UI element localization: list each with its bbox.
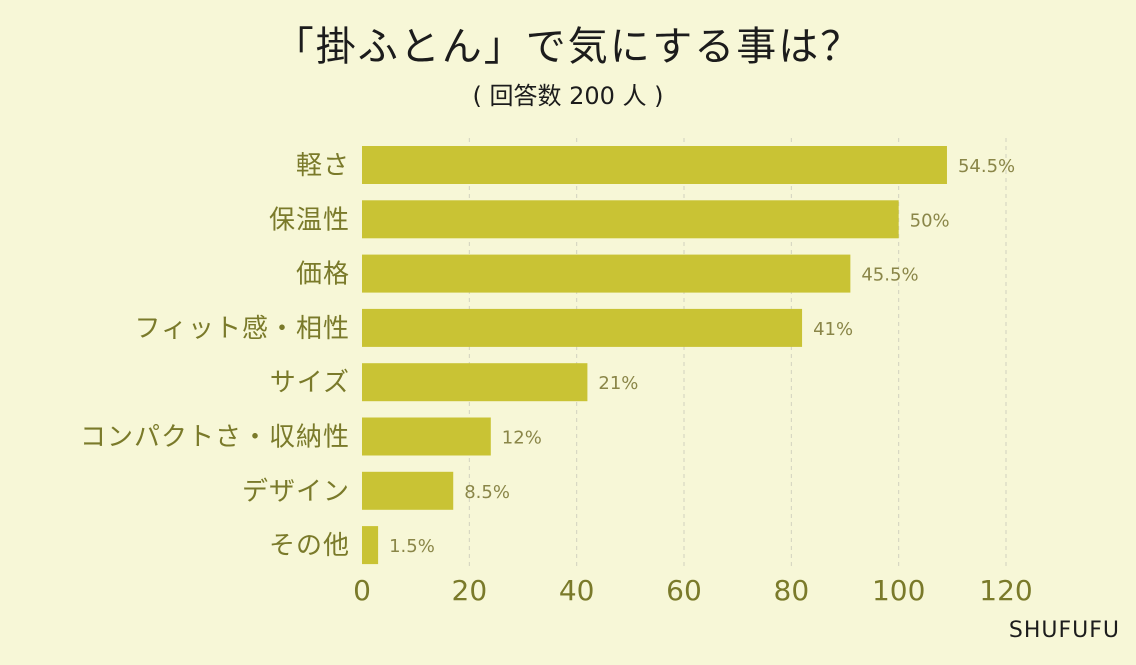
- x-tick-label: 120: [979, 574, 1032, 607]
- bar: [362, 254, 851, 293]
- x-tick-label: 60: [666, 574, 702, 607]
- value-label: 54.5%: [958, 156, 1015, 177]
- brand-label: SHUFUFU: [1008, 618, 1120, 643]
- value-label: 8.5%: [464, 482, 510, 503]
- value-label: 21%: [598, 373, 638, 394]
- x-tick-label: 40: [559, 574, 595, 607]
- bar: [362, 146, 947, 184]
- category-label: その他: [269, 531, 350, 561]
- category-label: デザイン: [242, 477, 350, 507]
- x-tick-label: 0: [353, 574, 371, 607]
- x-tick-label: 20: [452, 574, 488, 607]
- value-label: 45.5%: [861, 265, 918, 286]
- value-label: 50%: [910, 210, 950, 231]
- bar: [362, 363, 588, 402]
- x-tick-label: 80: [774, 574, 810, 607]
- category-label: フィット感・相性: [135, 314, 350, 344]
- chart-title: 「掛ふとん」で気にする事は？: [273, 24, 863, 70]
- category-label: 保温性: [269, 205, 350, 235]
- value-label: 12%: [502, 428, 542, 449]
- bar: [362, 526, 379, 565]
- category-label: コンパクトさ・収納性: [80, 423, 350, 453]
- bar: [362, 471, 454, 510]
- category-label: サイズ: [270, 368, 350, 398]
- category-label: 価格: [296, 260, 350, 290]
- value-label: 41%: [813, 319, 853, 340]
- category-label: 軽さ: [296, 151, 350, 181]
- x-tick-label: 100: [872, 574, 925, 607]
- chart-subtitle: ( 回答数 200 人 ): [472, 82, 664, 110]
- value-label: 1.5%: [389, 536, 435, 557]
- bar: [362, 308, 803, 347]
- bar: [362, 417, 491, 456]
- bar: [362, 200, 899, 239]
